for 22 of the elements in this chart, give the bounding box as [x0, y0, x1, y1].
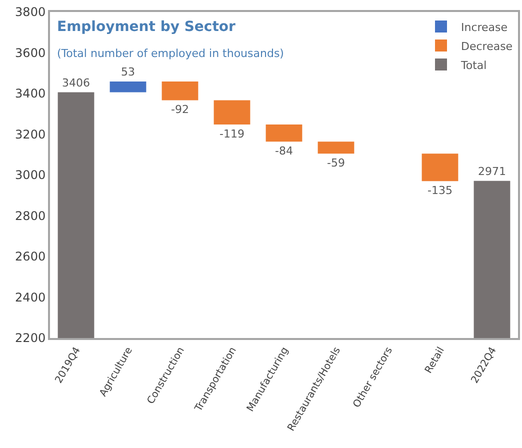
- y-tick-label: 3400: [15, 86, 46, 101]
- data-label: -135: [428, 184, 452, 198]
- y-tick-label: 3800: [15, 5, 46, 20]
- y-tick-label: 2600: [15, 250, 46, 264]
- data-label: -84: [275, 144, 293, 158]
- y-tick-label: 2800: [15, 208, 46, 223]
- y-tick-label: 2200: [15, 331, 46, 346]
- legend-label: Total: [460, 58, 487, 72]
- text: Employment by Sector: [57, 19, 236, 35]
- data-label: -119: [220, 127, 244, 140]
- data-label: 53: [121, 65, 135, 78]
- text: (Total number of employed in thousands): [57, 47, 284, 60]
- y-tick-label: 3200: [15, 127, 46, 142]
- data-label: 3406: [62, 76, 90, 90]
- data-label: -92: [171, 103, 189, 116]
- y-tick-label: 2400: [15, 290, 46, 304]
- y-tick-label: 3600: [15, 46, 46, 60]
- y-tick-label: 3000: [15, 168, 46, 182]
- data-label: -59: [327, 156, 345, 170]
- legend-label: Decrease: [461, 40, 513, 53]
- legend-label: Increase: [461, 20, 508, 34]
- data-label: 2971: [478, 164, 506, 178]
